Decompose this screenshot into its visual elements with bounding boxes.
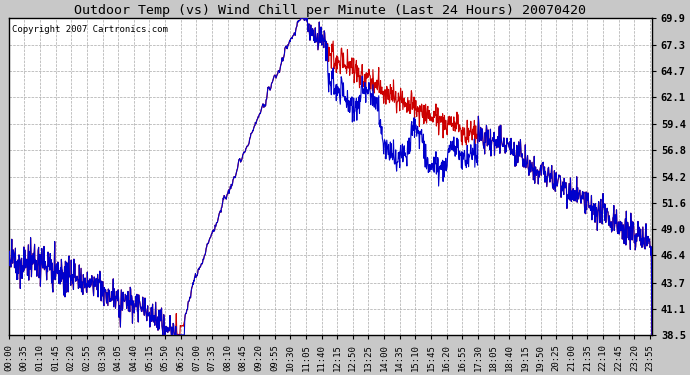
Text: Copyright 2007 Cartronics.com: Copyright 2007 Cartronics.com [12,25,168,34]
Title: Outdoor Temp (vs) Wind Chill per Minute (Last 24 Hours) 20070420: Outdoor Temp (vs) Wind Chill per Minute … [75,4,586,17]
